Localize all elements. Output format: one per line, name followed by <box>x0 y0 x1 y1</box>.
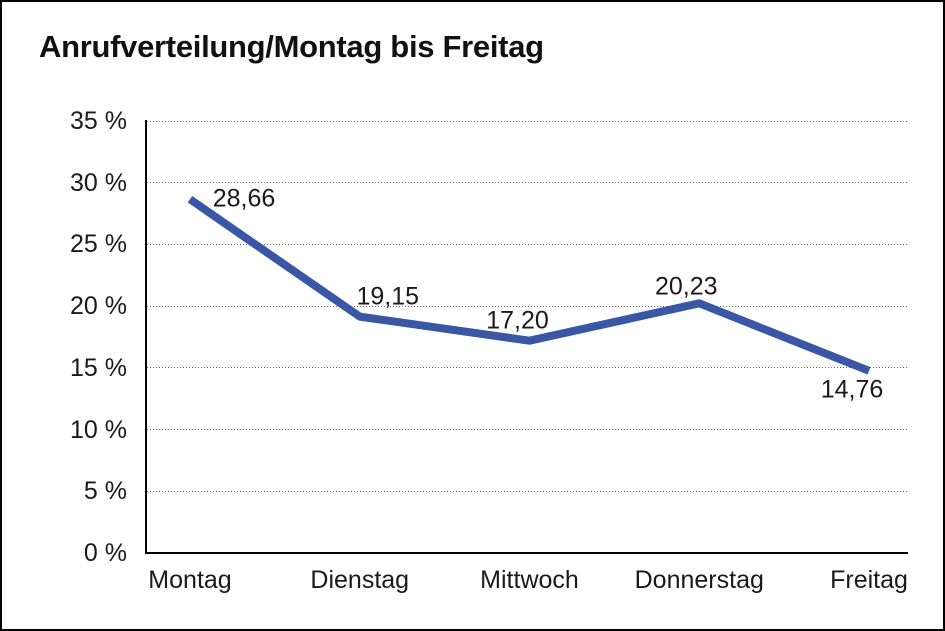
point-value-label: 17,20 <box>486 306 549 335</box>
gridline-20 <box>147 305 908 307</box>
x-tick-label-dienstag: Dienstag <box>310 566 410 594</box>
y-tick-label: 15 % <box>70 353 127 382</box>
gridline-35 <box>147 120 908 122</box>
gridline-10 <box>147 429 908 431</box>
gridline-30 <box>147 182 908 184</box>
y-tick-label: 5 % <box>83 477 127 506</box>
y-tick-label: 10 % <box>70 415 127 444</box>
gridline-15 <box>147 367 908 369</box>
point-value-label: 28,66 <box>212 184 276 213</box>
gridline-5 <box>147 490 908 492</box>
point-value-label: 19,15 <box>356 282 420 311</box>
series-line <box>187 195 871 375</box>
y-tick-label: 20 % <box>70 292 127 321</box>
x-axis-line <box>145 552 908 554</box>
y-tick-label: 30 % <box>70 168 127 197</box>
x-tick-label-mittwoch: Mittwoch <box>480 566 579 594</box>
gridline-25 <box>147 243 908 245</box>
y-tick-label: 0 % <box>83 539 127 567</box>
point-value-label: 14,76 <box>820 375 884 404</box>
x-tick-label-montag: Montag <box>148 566 232 594</box>
y-tick-label: 25 % <box>70 230 127 259</box>
x-tick-label-freitag: Freitag <box>830 566 908 594</box>
y-axis-line <box>145 120 147 554</box>
chart-title: Anrufverteilung/Montag bis Freitag <box>39 29 544 64</box>
y-tick-label: 35 % <box>70 107 127 135</box>
point-value-label: 20,23 <box>654 272 718 301</box>
x-tick-label-donnerstag: Donnerstag <box>634 566 764 594</box>
